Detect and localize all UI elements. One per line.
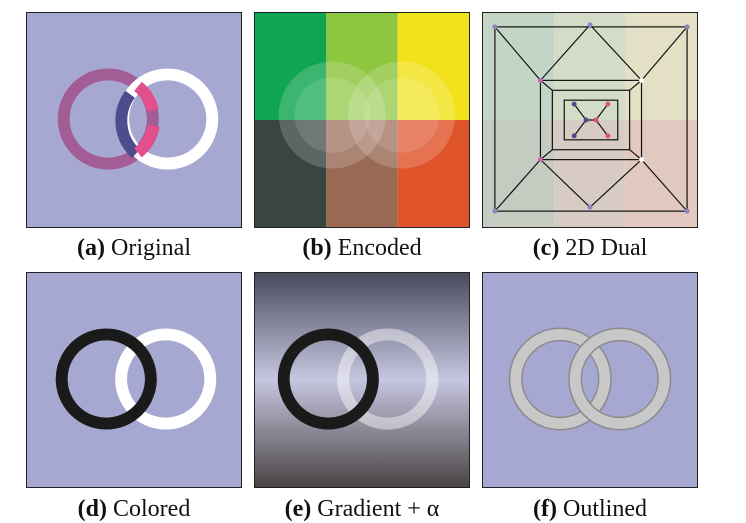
encoded-disk	[278, 61, 386, 169]
panel-colored	[26, 272, 242, 488]
encoded-cell	[397, 120, 469, 227]
left-ring	[57, 68, 159, 170]
caption-2d-dual: (c) 2D Dual	[532, 235, 648, 261]
encoded-disk	[294, 77, 370, 153]
encoded-disk	[348, 61, 456, 169]
left-ring	[277, 328, 379, 430]
right-ring	[569, 328, 670, 430]
panel-original	[26, 12, 242, 228]
dual-cell	[625, 13, 697, 120]
panel-encoded	[254, 12, 470, 228]
outlined-figure	[483, 273, 697, 487]
encoded-cell	[326, 13, 398, 120]
dual-cell	[554, 13, 626, 120]
colored-figure	[27, 273, 241, 487]
dual-graph-figure	[483, 13, 697, 227]
caption-encoded: (b) Encoded	[302, 235, 422, 261]
overlap-segment	[133, 124, 160, 158]
panel-outlined	[482, 272, 698, 488]
panel-gradient-alpha	[254, 272, 470, 488]
encoded-cell	[255, 120, 327, 227]
caption-colored: (d) Colored	[77, 496, 191, 522]
overlap-segment	[133, 81, 159, 112]
panel-background	[255, 273, 469, 487]
left-ring	[55, 328, 157, 430]
overlap-segment	[115, 90, 141, 159]
dual-vertices	[492, 22, 690, 214]
encoded-cell	[255, 13, 327, 120]
original-figure	[27, 13, 241, 227]
gradient-figure	[255, 273, 469, 487]
caption-gradient-alpha: (e) Gradient + α	[284, 496, 440, 522]
right-ring	[115, 328, 217, 430]
caption-original: (a) Original	[77, 235, 191, 261]
encoded-figure	[255, 13, 469, 227]
left-ring	[510, 328, 611, 430]
encoded-disk	[363, 77, 440, 153]
dual-cell	[483, 13, 555, 120]
encoded-cell	[326, 120, 398, 227]
encoded-cell	[397, 13, 469, 120]
panel-2d-dual	[482, 12, 698, 228]
right-ring	[337, 328, 439, 430]
caption-outlined: (f) Outlined	[533, 496, 647, 522]
